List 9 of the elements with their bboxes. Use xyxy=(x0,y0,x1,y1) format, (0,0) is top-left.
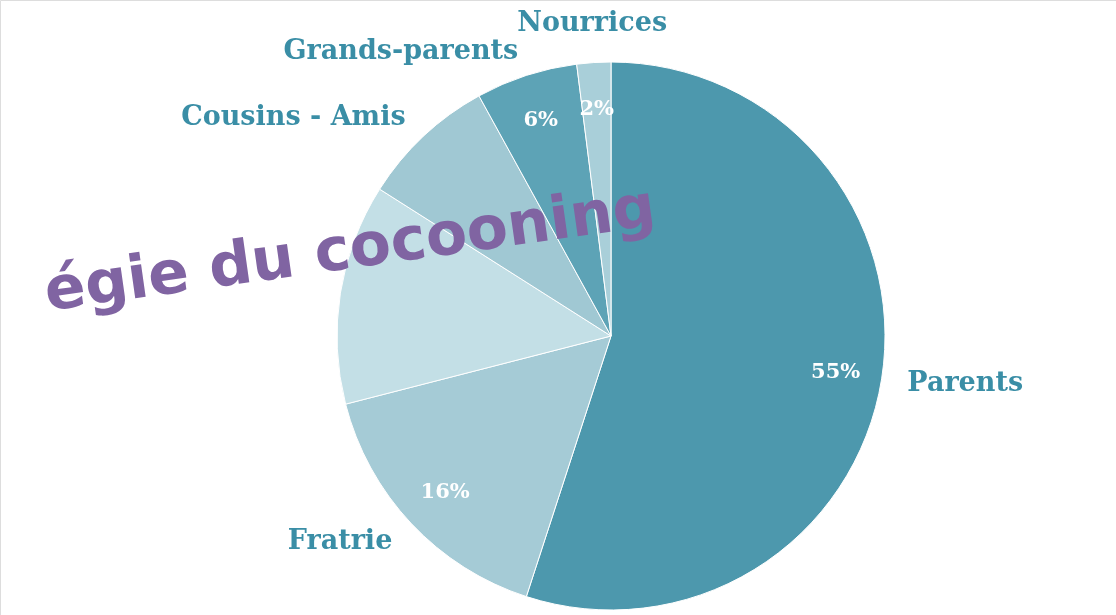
slice-label: Fratrie xyxy=(287,524,393,556)
slice-label: Cousins - Amis xyxy=(181,100,406,132)
data-label: 55% xyxy=(811,357,861,383)
data-label: 6% xyxy=(523,105,559,131)
slice-label: Grands-parents xyxy=(283,33,519,65)
slice-label: Nourrices xyxy=(517,5,668,37)
data-label: 16% xyxy=(420,477,470,503)
text: égie du cocooning xyxy=(39,169,660,325)
slice-label: Parents xyxy=(907,365,1024,397)
